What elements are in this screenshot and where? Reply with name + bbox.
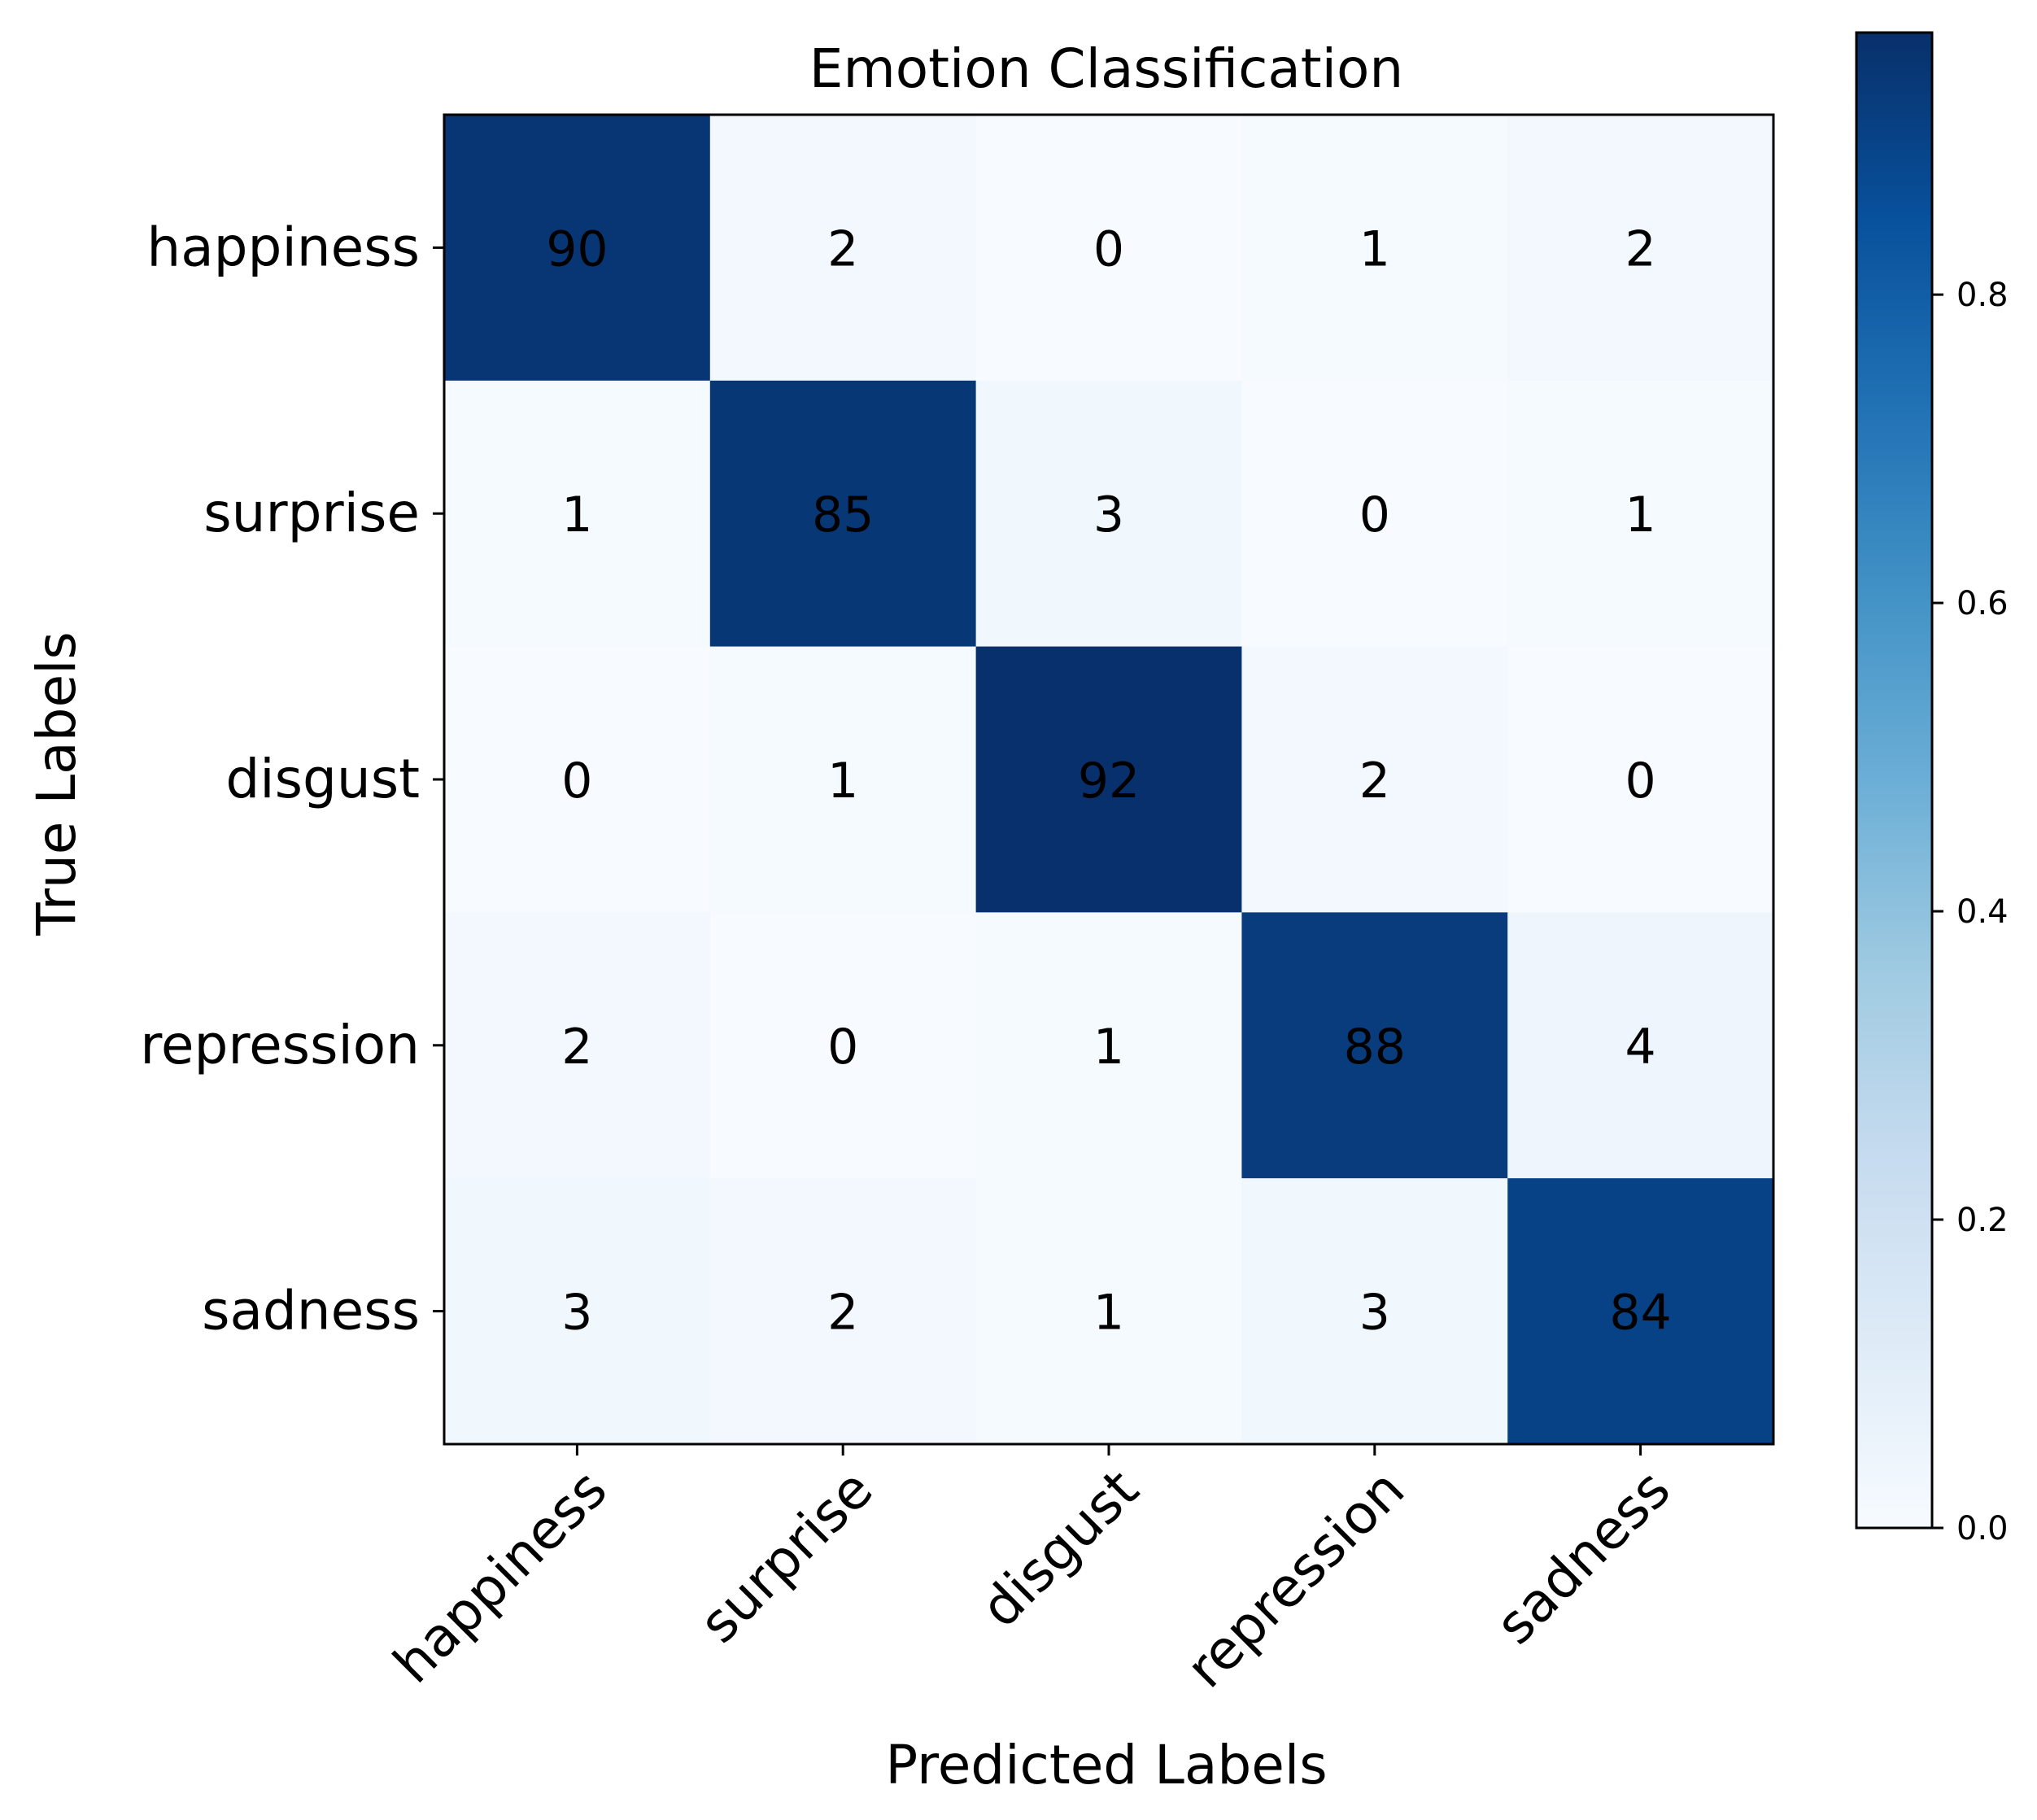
colorbar-tick-label: 0.8 [1956, 277, 2009, 314]
y-tick-label: surprise [203, 482, 420, 544]
colorbar-tick-label: 0.2 [1956, 1202, 2009, 1239]
heatmap-cell [1241, 646, 1508, 913]
cell-value-label: 3 [561, 1285, 592, 1342]
x-tick-label: repression [1175, 1458, 1417, 1700]
cell-value-label: 2 [827, 1285, 858, 1342]
colorbar [1855, 31, 1934, 1530]
x-tick-label: surprise [687, 1458, 884, 1655]
heatmap-cell [975, 646, 1242, 913]
x-tick-label: sadness [1484, 1458, 1682, 1656]
colorbar-tick-label: 0.6 [1956, 585, 2009, 622]
cell-value-label: 85 [812, 487, 874, 543]
cell-value-label: 92 [1078, 753, 1140, 810]
heatmap-cells: 90 2 0 1 2 1 85 3 0 1 0 1 92 2 0 2 0 1 88 4 3 2 1 3 84 [444, 115, 1774, 1445]
cell-value-label: 1 [1359, 220, 1390, 277]
cell-value-label: 1 [561, 487, 592, 543]
x-tick-label: disgust [969, 1458, 1150, 1639]
heatmap-cell [975, 1178, 1242, 1445]
y-tick-label: sadness [202, 1280, 420, 1342]
cell-value-label: 3 [1093, 487, 1124, 543]
heatmap-cell [1507, 380, 1774, 648]
cell-value-label: 0 [1093, 220, 1124, 277]
heatmap-cell [975, 912, 1242, 1179]
heatmap-cell [1241, 380, 1508, 648]
heatmap-cell [444, 646, 711, 913]
cell-value-label: 2 [1625, 220, 1656, 277]
heatmap-cell [444, 1178, 711, 1445]
heatmap-cell [1241, 912, 1508, 1179]
cell-value-label: 90 [546, 220, 608, 277]
colorbar-ticks: 0.0 0.2 0.4 0.6 0.8 [1932, 277, 2009, 1547]
heatmap-cell [1241, 115, 1508, 382]
y-axis-label: True Labels [25, 631, 88, 936]
cell-value-label: 1 [1093, 1019, 1124, 1076]
y-tick-label: disgust [225, 748, 420, 810]
chart-title: Emotion Classification [809, 37, 1403, 100]
cell-value-label: 0 [561, 753, 592, 810]
cell-value-label: 0 [1625, 753, 1656, 810]
cell-value-label: 2 [827, 220, 858, 277]
y-tick-label: repression [140, 1014, 420, 1076]
heatmap-cell [1507, 646, 1774, 913]
cell-value-label: 0 [827, 1019, 858, 1076]
colorbar-tick-label: 0.0 [1956, 1510, 2009, 1547]
cell-value-label: 1 [1093, 1285, 1124, 1342]
cell-value-label: 84 [1609, 1285, 1671, 1342]
cell-value-label: 3 [1359, 1285, 1390, 1342]
cell-value-label: 4 [1625, 1019, 1656, 1076]
heatmap-cell [709, 646, 977, 913]
cell-value-label: 0 [1359, 487, 1390, 543]
cell-value-label: 1 [1625, 487, 1656, 543]
heatmap-cell [444, 912, 711, 1179]
heatmap-cell [709, 1178, 977, 1445]
heatmap-cell [1507, 115, 1774, 382]
heatmap-cell [1507, 1178, 1774, 1445]
cell-value-label: 1 [827, 753, 858, 810]
heatmap-cell [1241, 1178, 1508, 1445]
colorbar-tick-label: 0.4 [1956, 893, 2009, 931]
heatmap-cell [1507, 912, 1774, 1179]
heatmap-cell [975, 115, 1242, 382]
x-tick-label: happiness [382, 1458, 619, 1696]
heatmap-cell [444, 380, 711, 648]
x-axis-label: Predicted Labels [885, 1734, 1327, 1796]
cell-value-label: 88 [1344, 1019, 1406, 1076]
heatmap-cell [975, 380, 1242, 648]
cell-value-label: 2 [561, 1019, 592, 1076]
cell-value-label: 2 [1359, 753, 1390, 810]
heatmap-cell [444, 115, 711, 382]
heatmap-cell [709, 912, 977, 1179]
y-tick-label: happiness [146, 216, 420, 278]
heatmap-cell [709, 380, 977, 648]
heatmap-cell [709, 115, 977, 382]
